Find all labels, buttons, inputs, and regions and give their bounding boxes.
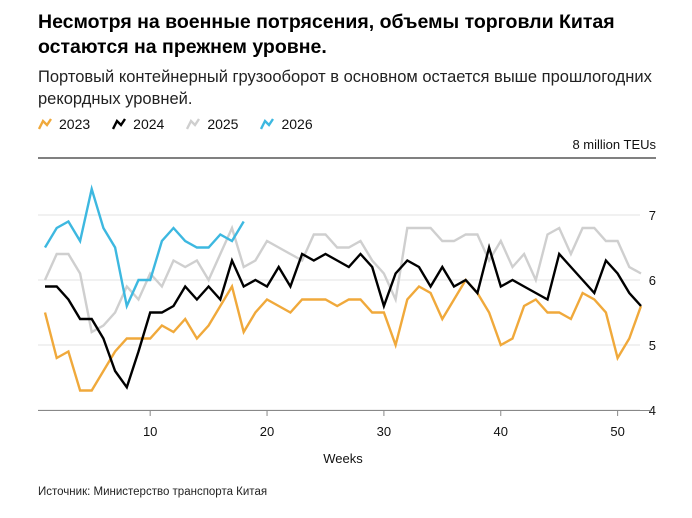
chart-legend: 2023 2024 2025 2026 xyxy=(38,114,335,134)
series-line-2024 xyxy=(45,243,642,390)
y-tick-label-4: 4 xyxy=(649,403,656,418)
series-line-2025 xyxy=(43,224,642,334)
y-tick-label-6: 6 xyxy=(649,273,656,288)
legend-item-2024: 2024 xyxy=(112,116,164,132)
legend-label-2024: 2024 xyxy=(133,116,165,132)
x-tick-label-20: 20 xyxy=(260,424,274,439)
x-tick-label-50: 50 xyxy=(610,424,624,439)
legend-item-2023: 2023 xyxy=(38,116,90,132)
source-note: Источник: Министерство транспорта Китая xyxy=(38,486,268,498)
legend-item-2025: 2025 xyxy=(186,116,238,132)
legend-swatch-2026 xyxy=(260,118,275,130)
legend-swatch-2024 xyxy=(112,118,127,130)
x-tick-label-40: 40 xyxy=(494,424,508,439)
x-tick-label-30: 30 xyxy=(377,424,391,439)
legend-item-2026: 2026 xyxy=(260,116,313,132)
chart-subtitle: Портовый контейнерный грузооборот в осно… xyxy=(38,68,652,108)
chart-title: Несмотря на военные потрясения, объемы т… xyxy=(38,11,615,58)
legend-label-2026: 2026 xyxy=(281,116,313,132)
x-axis-label: Weeks xyxy=(323,451,363,466)
legend-label-2023: 2023 xyxy=(59,116,91,132)
y-unit-label: 8 million TEUs xyxy=(572,137,656,152)
y-tick-label-5: 5 xyxy=(649,338,656,353)
chart-plot: 8 million TEUs 4 5 6 7 10 20 30 40 50 Weeks xyxy=(38,137,656,466)
legend-swatch-2025 xyxy=(186,118,201,130)
series-line-2026 xyxy=(43,184,245,310)
series-line-2023 xyxy=(43,277,643,392)
legend-label-2025: 2025 xyxy=(207,116,239,132)
legend-swatch-2023 xyxy=(38,118,52,130)
x-tick-label-10: 10 xyxy=(143,424,157,439)
y-tick-label-7: 7 xyxy=(649,208,656,223)
